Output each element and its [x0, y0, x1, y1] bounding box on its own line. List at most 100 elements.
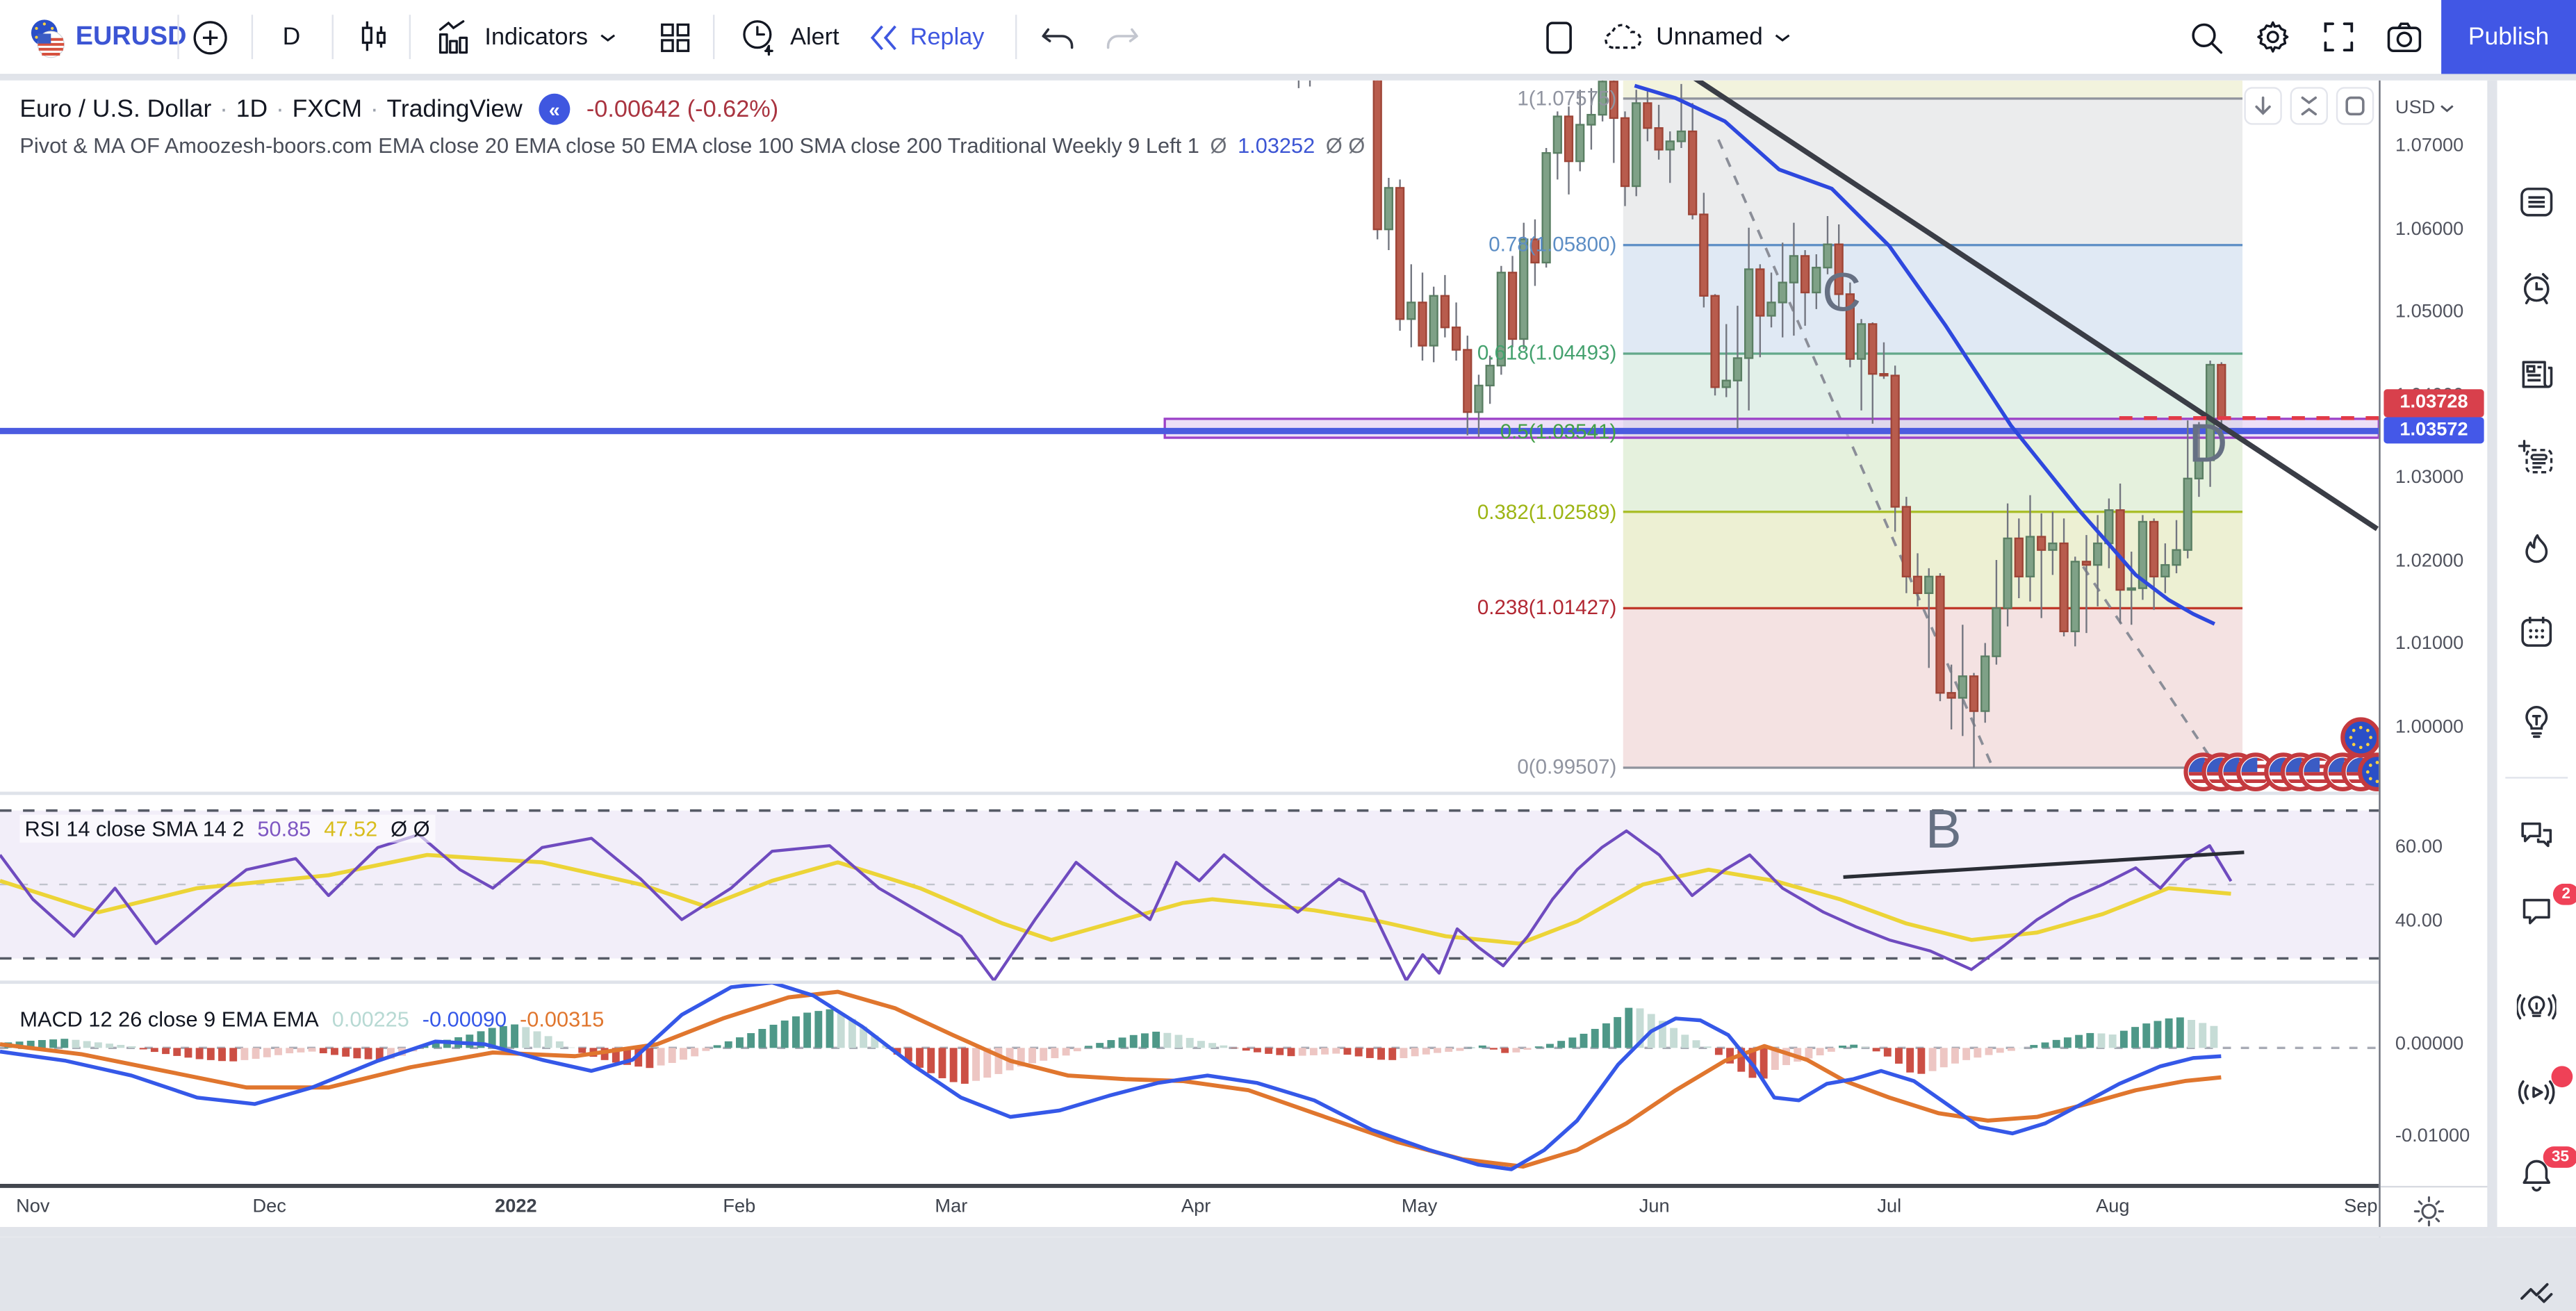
rsi-name: RSI 14 close SMA 14 2	[24, 816, 244, 841]
eurusd-flag-icon	[26, 15, 76, 58]
fib-level-label: 0(0.99507)	[1272, 756, 1616, 779]
undo-button[interactable]	[1040, 0, 1076, 74]
time-axis-label: Mar	[935, 1197, 967, 1217]
compare-add-button[interactable]	[190, 0, 230, 74]
time-axis-label: 2022	[495, 1197, 537, 1217]
price-change-label: -0.00642 (-0.62%)	[586, 96, 778, 122]
time-axis-label: Jul	[1877, 1197, 1901, 1217]
price-axis-tick: 0.00000	[2395, 1034, 2463, 1054]
replay-label: Replay	[910, 24, 985, 50]
search-button[interactable]	[2188, 0, 2224, 74]
price-axis-tick: -0.01000	[2395, 1127, 2470, 1146]
fib-level-label: 0.382(1.02589)	[1272, 500, 1616, 523]
toolbar-separator	[1015, 15, 1017, 59]
macd-value: -0.00090	[423, 1007, 507, 1031]
indicators-button[interactable]: Indicators	[434, 0, 616, 74]
axis-sidebar-gap	[2487, 81, 2497, 1237]
time-axis-label: Dec	[253, 1197, 286, 1217]
redo-button[interactable]	[1104, 0, 1140, 74]
hotlists-flame-icon[interactable]	[2517, 531, 2557, 570]
chart-area[interactable]: Euro / U.S. Dollar · 1D · FXCM · Trading…	[0, 81, 2379, 1237]
calendar-icon[interactable]	[2517, 613, 2557, 652]
price-axis-tick: 1.07000	[2395, 136, 2463, 156]
price-axis-tick: 1.06000	[2395, 220, 2463, 240]
collapse-pane-button[interactable]	[2290, 87, 2328, 124]
publish-button[interactable]: Publish	[2441, 0, 2576, 74]
streams-icon[interactable]	[2517, 1073, 2557, 1112]
price-axis-tick: 1.05000	[2395, 302, 2463, 322]
theme-sun-icon[interactable]	[2413, 1196, 2445, 1227]
pattern-label-b: B	[1926, 798, 1962, 861]
chevron-down-icon	[2440, 103, 2454, 115]
alerts-clock-icon[interactable]	[2517, 267, 2557, 307]
bottom-edge	[0, 1227, 2576, 1237]
time-axis-label: Apr	[1181, 1197, 1211, 1217]
streams-dot-badge	[2552, 1066, 2573, 1087]
macd-name: MACD 12 26 close 9 EMA EMA	[19, 1007, 318, 1031]
layout-tab-button[interactable]	[1541, 0, 1577, 74]
right-sidebar: 2 35	[2497, 81, 2576, 1237]
alert-clock-icon	[736, 15, 778, 58]
text-notes-icon[interactable]	[2517, 438, 2557, 478]
price-axis-tick: 1.00000	[2395, 718, 2463, 737]
symbol-legend[interactable]: Euro / U.S. Dollar · 1D · FXCM · Trading…	[19, 94, 778, 125]
legend-exchange: FXCM	[293, 95, 362, 123]
axis-divider	[2381, 1186, 2489, 1187]
replay-button[interactable]: Replay	[867, 0, 984, 74]
pattern-label-d: D	[2188, 412, 2227, 475]
ideas-bulb-icon[interactable]	[2517, 701, 2557, 741]
maximize-pane-button[interactable]	[2336, 87, 2374, 124]
price-axis-tick: 60.00	[2395, 838, 2443, 857]
toolbar-separator	[177, 15, 179, 59]
time-axis-label: Feb	[723, 1197, 755, 1217]
chart-canvas[interactable]	[0, 81, 2379, 1237]
fullscreen-button[interactable]	[2322, 0, 2356, 74]
live-ideas-icon[interactable]	[2517, 987, 2557, 1027]
fib-level-label: 0.238(1.01427)	[1272, 597, 1616, 620]
axis-currency[interactable]: USD	[2395, 99, 2455, 118]
legend-interval: 1D	[236, 95, 268, 123]
cloud-icon	[1602, 17, 1644, 57]
indicators-icon	[434, 17, 473, 57]
toolbar-separator	[332, 15, 334, 59]
scroll-to-recent-button[interactable]	[2244, 87, 2281, 124]
pane-controls	[2244, 87, 2374, 124]
replay-icon	[867, 22, 900, 52]
save-layout-button[interactable]: Unnamed	[1602, 0, 1791, 74]
interval-button[interactable]: D	[283, 0, 301, 74]
price-axis-tick: 1.02000	[2395, 552, 2463, 571]
indicator-legend[interactable]: Pivot & MA OF Amoozesh-boors.com EMA clo…	[19, 133, 1370, 157]
legend-provider: TradingView	[387, 95, 523, 123]
private-chat-icon[interactable]	[2517, 890, 2557, 930]
price-axis-tick: 1.03000	[2395, 468, 2463, 488]
chart-style-button[interactable]	[356, 0, 393, 74]
price-axis[interactable]: USD 1.070001.060001.050001.040001.030001…	[2379, 81, 2488, 1237]
symbol-button[interactable]: EURUSD	[26, 0, 187, 74]
public-chats-icon[interactable]	[2517, 815, 2557, 855]
price-axis-tick: 1.01000	[2395, 634, 2463, 654]
last-price-tag: 1.03728	[2384, 389, 2484, 416]
tradingview-app: EURUSD D Indicators Alert Replay	[0, 0, 2576, 1237]
watchlist-icon[interactable]	[2517, 182, 2557, 222]
fib-level-label: 0.78(1.05800)	[1272, 233, 1616, 256]
settings-button[interactable]	[2254, 0, 2292, 74]
chevron-down-icon[interactable]	[1774, 31, 1791, 44]
toolbar-separator	[713, 15, 714, 59]
macd-signal-value: -0.00315	[520, 1007, 604, 1031]
top-toolbar: EURUSD D Indicators Alert Replay	[0, 0, 2576, 76]
news-icon[interactable]	[2517, 355, 2557, 395]
price-axis-tick: 40.00	[2395, 912, 2443, 931]
time-axis-label: Jun	[1639, 1197, 1670, 1217]
snapshot-camera-button[interactable]	[2386, 0, 2423, 74]
fast-backward-button[interactable]: «	[539, 94, 570, 125]
time-axis-label: Sep	[2344, 1197, 2377, 1217]
chevron-down-icon	[600, 31, 616, 44]
symbol-label: EURUSD	[76, 22, 187, 52]
pattern-label-c: C	[1822, 261, 1861, 324]
order-panel-icon[interactable]	[2517, 1271, 2557, 1311]
alert-button[interactable]: Alert	[736, 0, 839, 74]
chat-badge: 2	[2553, 884, 2576, 905]
layout-grid-button[interactable]	[657, 0, 694, 74]
